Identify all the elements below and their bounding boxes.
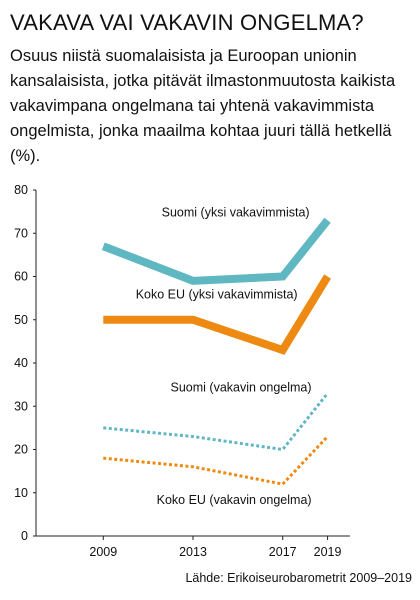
series-label: Koko EU (vakavin ongelma) [157, 493, 312, 507]
series-line [103, 435, 329, 486]
series-line [101, 217, 331, 285]
series-line [103, 274, 331, 355]
y-tick-label: 40 [14, 356, 28, 370]
y-tick-label: 20 [14, 443, 28, 457]
y-tick-label: 50 [14, 313, 28, 327]
source-note: Lähde: Erikoiseurobarometrit 2009–2019 [185, 571, 412, 585]
series-label: Koko EU (yksi vakavimmista) [136, 288, 298, 302]
x-tick-label: 2013 [179, 545, 207, 559]
x-tick-label: 2017 [269, 545, 297, 559]
y-tick-label: 10 [14, 486, 28, 500]
y-tick-label: 0 [21, 529, 28, 543]
x-tick-label: 2009 [89, 545, 117, 559]
series-line [103, 392, 329, 452]
y-tick-label: 80 [14, 183, 28, 197]
chart-title: VAKAVA VAI VAKAVIN ONGELMA? [10, 10, 364, 35]
series-label: Suomi (yksi vakavimmista) [162, 205, 310, 219]
x-tick-label: 2019 [314, 545, 342, 559]
y-tick-label: 30 [14, 399, 28, 413]
series-label: Suomi (vakavin ongelma) [171, 380, 312, 394]
y-tick-label: 70 [14, 226, 28, 240]
y-tick-label: 60 [14, 270, 28, 284]
chart-subtitle: Osuus niistä suomalaisista ja Euroopan u… [10, 47, 396, 165]
